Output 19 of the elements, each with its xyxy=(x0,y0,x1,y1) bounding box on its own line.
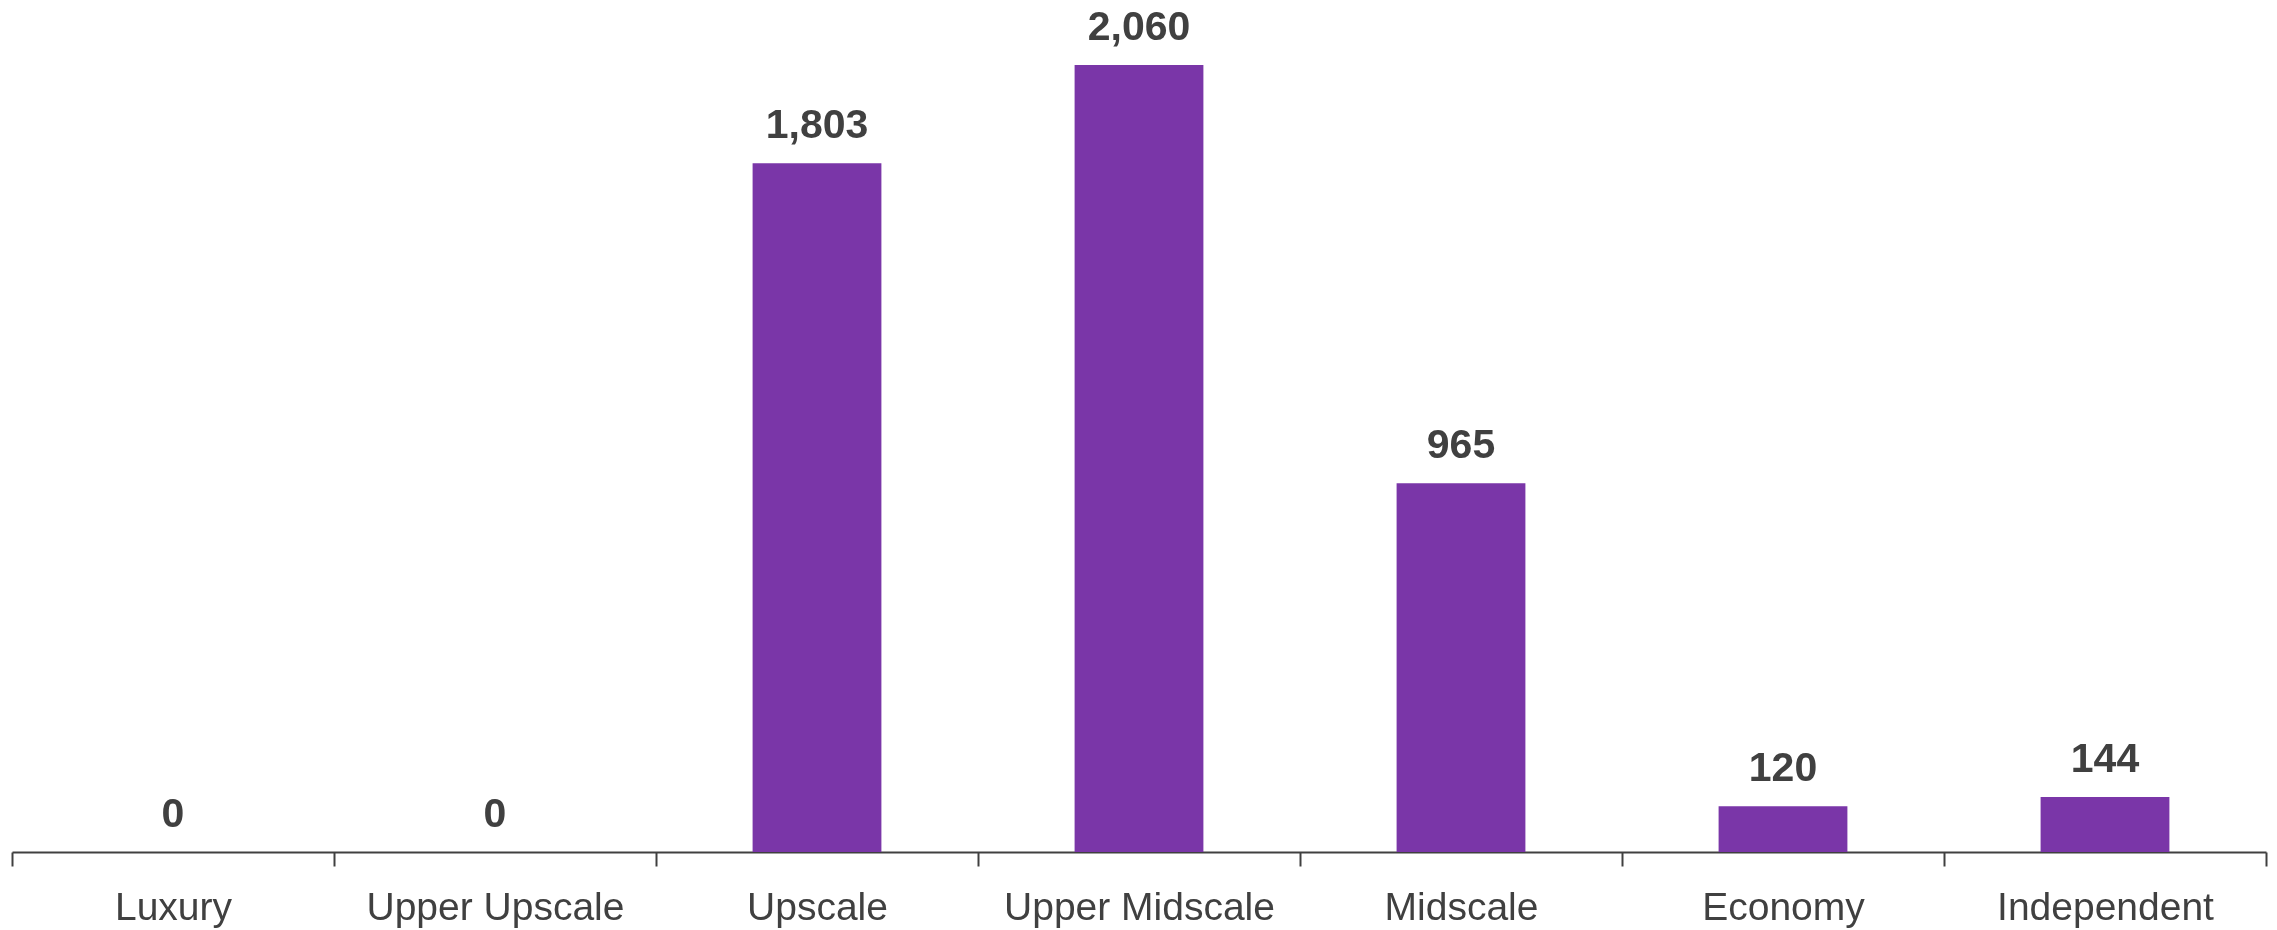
data-label: 144 xyxy=(2070,734,2140,781)
x-tick-label: Upscale xyxy=(747,884,888,928)
data-label: 1,803 xyxy=(765,101,869,148)
data-label: 965 xyxy=(1426,421,1496,468)
x-tick-label: Upper Upscale xyxy=(366,884,625,928)
data-label: 0 xyxy=(161,790,185,836)
x-tick-label: Midscale xyxy=(1384,884,1539,928)
x-tick-label: Luxury xyxy=(114,884,233,928)
bar xyxy=(1718,806,1848,852)
data-label: 120 xyxy=(1748,744,1818,791)
data-label: 2,060 xyxy=(1087,3,1191,49)
bar xyxy=(1396,483,1526,852)
x-tick-label: Upper Midscale xyxy=(1004,884,1275,928)
bar xyxy=(752,163,882,852)
x-tick-label: Independent xyxy=(1997,884,2215,928)
x-tick-label: Economy xyxy=(1702,884,1866,928)
bar xyxy=(2040,796,2170,852)
data-label: 0 xyxy=(483,790,507,836)
bar xyxy=(1074,65,1204,852)
